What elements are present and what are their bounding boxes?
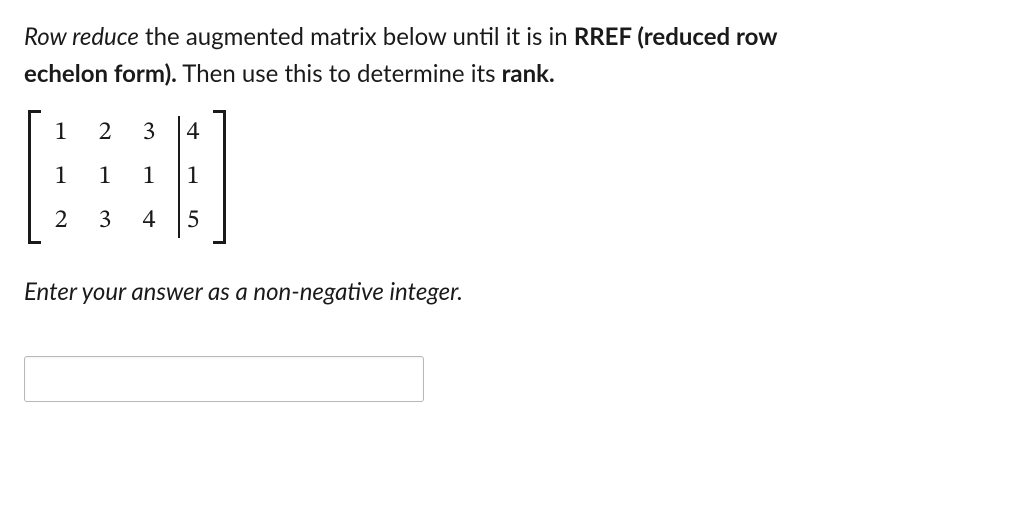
prompt-bold-rank: rank. (502, 59, 555, 88)
matrix-cells: 1 2 3 4 1 1 1 1 2 3 4 5 (40, 110, 214, 244)
prompt-text-1: the augmented matrix below until it is i… (139, 22, 574, 51)
matrix-cell: 1 (52, 164, 70, 190)
matrix-cell: 1 (52, 120, 70, 146)
matrix-cell: 3 (96, 208, 114, 234)
answer-hint: Enter your answer as a non-negative inte… (24, 277, 1000, 306)
question-prompt: Row reduce the augmented matrix below un… (24, 18, 834, 92)
matrix-cell: 4 (184, 120, 202, 146)
matrix-cell: 4 (140, 208, 158, 234)
matrix-cell: 5 (184, 208, 202, 234)
matrix-cell: 3 (140, 120, 158, 146)
augmented-matrix: 1 2 3 4 1 1 1 1 2 3 4 5 (28, 110, 1000, 255)
matrix-cell: 2 (96, 120, 114, 146)
matrix-right-bracket (214, 110, 226, 244)
augment-bar (178, 116, 180, 238)
matrix-cell: 2 (52, 208, 70, 234)
prompt-italic-rowreduce: Row reduce (24, 22, 139, 51)
matrix-cell: 1 (96, 164, 114, 190)
matrix-cell: 1 (140, 164, 158, 190)
answer-input[interactable] (24, 356, 424, 402)
matrix-cell: 1 (184, 164, 202, 190)
prompt-text-2: Then use this to determine its (177, 59, 502, 88)
matrix-left-bracket (28, 110, 40, 244)
